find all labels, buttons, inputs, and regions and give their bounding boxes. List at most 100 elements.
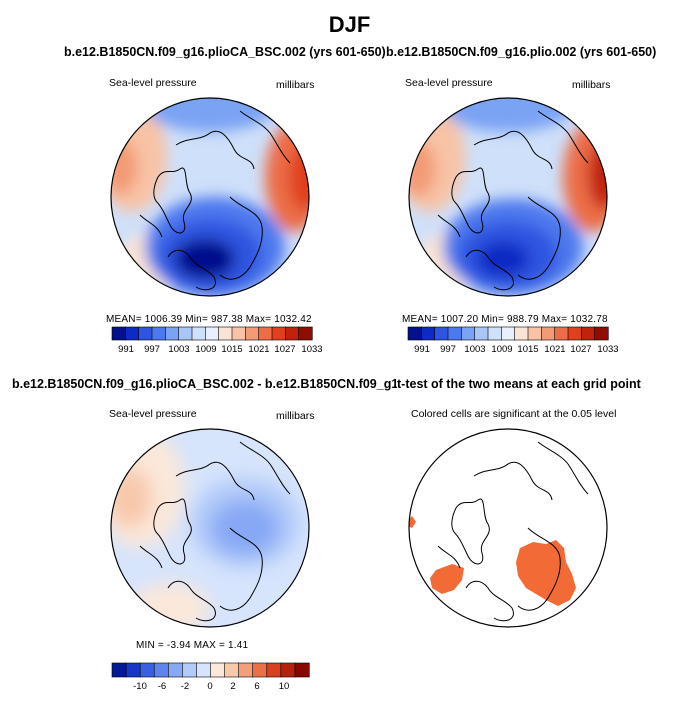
panel-4-title: t-test of the two means at each grid poi…: [397, 377, 641, 391]
cb3-swatch-13: [294, 662, 310, 678]
cb2-swatch-2: [434, 326, 449, 341]
cb3-swatch-8: [224, 662, 240, 678]
cb1-label-1: 997: [144, 344, 160, 355]
panel-1-variable: Sea-level pressure: [109, 77, 197, 89]
map-border: [110, 428, 310, 628]
cb3-swatch-5: [182, 662, 198, 678]
cb2-label-5: 1021: [544, 344, 566, 355]
panel-1-title: b.e12.B1850CN.f09_g16.plioCA_BSC.002 (yr…: [64, 45, 386, 59]
page-title: DJF: [328, 12, 371, 37]
cb2-swatch-1: [421, 326, 436, 341]
cb2-swatch-13: [581, 326, 596, 341]
cb2-swatch-3: [447, 326, 462, 341]
cb3-swatch-2: [139, 662, 155, 678]
map-slp-difference: [110, 428, 310, 628]
panel-3-title: b.e12.B1850CN.f09_g16.plioCA_BSC.002 - b…: [12, 377, 456, 391]
cb1-swatch-1: [125, 326, 140, 341]
cb1-swatch-6: [191, 326, 206, 341]
positive-anomaly-west-core: [111, 468, 152, 528]
cb1-swatch-10: [245, 326, 260, 341]
cb3-label-4: 2: [230, 681, 236, 692]
cb1-swatch-12: [271, 326, 286, 341]
map-slp-plioCA: [110, 97, 310, 297]
map-border: [408, 97, 608, 297]
cb3-swatch-10: [252, 662, 268, 678]
significant-region-east: [516, 540, 576, 606]
cb2-swatch-5: [474, 326, 489, 341]
cb3-swatch-11: [266, 662, 282, 678]
cb2-label-6: 1027: [570, 344, 592, 355]
cb2-swatch-14: [594, 326, 609, 341]
cb1-label-3: 1009: [195, 344, 217, 355]
cb1-swatch-2: [138, 326, 153, 341]
cb3-label-1: -6: [157, 681, 167, 692]
panel-1-units: millibars: [276, 79, 315, 91]
cb3-swatch-0: [111, 662, 127, 678]
low-pressure-aleutian: [443, 98, 573, 132]
cb2-swatch-0: [407, 326, 422, 341]
cb3-label-0: -10: [133, 681, 147, 692]
cb1-label-0: 991: [118, 344, 134, 355]
cb3-swatch-3: [153, 662, 169, 678]
panel-4-note: Colored cells are significant at the 0.0…: [411, 408, 617, 420]
cb1-swatch-7: [205, 326, 220, 341]
cb1-label-4: 1015: [221, 344, 243, 355]
cb1-swatch-14: [298, 326, 313, 341]
map-border: [408, 428, 608, 628]
coastlines: [437, 441, 589, 622]
cb2-label-0: 991: [414, 344, 430, 355]
cb1-swatch-4: [165, 326, 180, 341]
cb3-label-5: 6: [254, 681, 260, 692]
map-border: [110, 97, 310, 297]
cb2-swatch-8: [514, 326, 529, 341]
cb2-swatch-6: [487, 326, 502, 341]
cb1-swatch-11: [258, 326, 273, 341]
cb2-swatch-7: [501, 326, 516, 341]
map-slp-plio: [408, 97, 608, 297]
high-pressure-siberia-core: [289, 143, 309, 211]
panel-3-units: millibars: [276, 410, 315, 422]
cb1-label-6: 1027: [274, 344, 296, 355]
significant-region-west: [430, 564, 464, 594]
cb3-swatch-1: [125, 662, 141, 678]
cb2-swatch-10: [541, 326, 556, 341]
low-pressure-icelandic-core: [477, 241, 529, 277]
map-ttest-significance: [408, 428, 608, 628]
positive-anomaly-south: [130, 583, 210, 627]
cb1-swatch-3: [151, 326, 166, 341]
coastlines: [139, 441, 291, 622]
cb1-label-2: 1003: [168, 344, 190, 355]
cb3-swatch-4: [167, 662, 183, 678]
cb3-swatch-12: [280, 662, 296, 678]
cb3-swatch-7: [210, 662, 226, 678]
panel-2-title: b.e12.B1850CN.f09_g16.plio.002 (yrs 601-…: [386, 45, 657, 59]
cb3-label-2: -2: [180, 681, 190, 692]
cb2-label-2: 1003: [464, 344, 486, 355]
cb2-swatch-9: [527, 326, 542, 341]
cb1-swatch-5: [178, 326, 193, 341]
low-pressure-aleutian: [145, 98, 275, 132]
cb1-swatch-0: [111, 326, 126, 341]
coastlines: [437, 110, 589, 291]
high-pressure-pacific-core: [111, 139, 138, 195]
cb3-swatch-9: [238, 662, 254, 678]
panel-3-stats: MIN = -3.94 MAX = 1.41: [136, 640, 249, 651]
panel-2-variable: Sea-level pressure: [405, 77, 493, 89]
cb2-label-1: 997: [440, 344, 456, 355]
panel-1-colorbar: [111, 326, 313, 341]
cb3-swatch-6: [196, 662, 212, 678]
high-pressure-pacific-core: [409, 141, 436, 197]
cb2-label-4: 1015: [517, 344, 539, 355]
coastlines: [139, 110, 291, 291]
cb2-swatch-11: [554, 326, 569, 341]
negative-anomaly-core: [210, 500, 280, 556]
cb1-swatch-8: [218, 326, 233, 341]
cb3-label-6: 10: [278, 681, 290, 692]
cb2-swatch-4: [461, 326, 476, 341]
panel-3-colorbar: [111, 662, 310, 678]
cb2-label-3: 1009: [491, 344, 513, 355]
cb2-label-7: 1033: [597, 344, 619, 355]
panel-2-units: millibars: [572, 79, 611, 91]
cb1-swatch-9: [231, 326, 246, 341]
panel-3-variable: Sea-level pressure: [109, 408, 197, 420]
